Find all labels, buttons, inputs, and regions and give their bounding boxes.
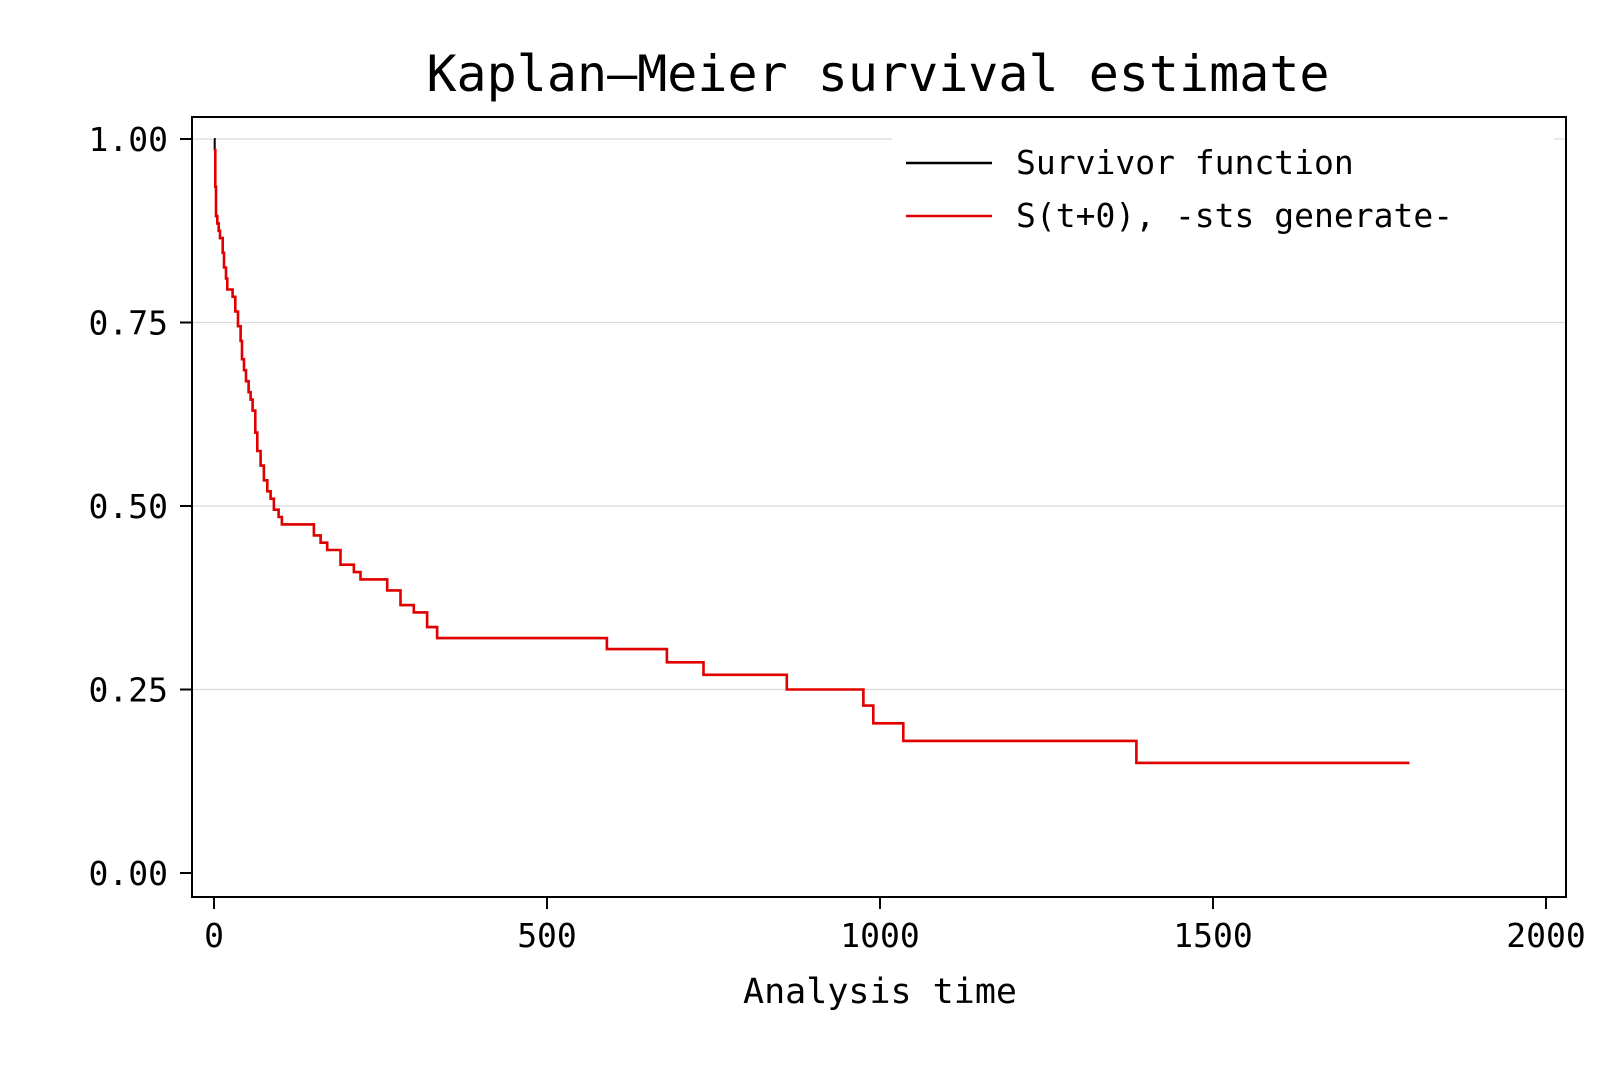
axes: 0.00 0.25 0.50 0.75 1.00 0 500 1000 1500 2000 (89, 120, 1586, 955)
y-tick-label: 0.75 (89, 304, 168, 343)
chart-title: Kaplan–Meier survival estimate (426, 45, 1329, 103)
x-tick-label: 1000 (840, 916, 919, 955)
x-tick-label: 1500 (1173, 916, 1252, 955)
y-tick-label: 0.25 (89, 671, 168, 710)
x-tick-label: 500 (517, 916, 577, 955)
legend-label-1: S(t+0), -sts generate- (1016, 196, 1453, 235)
legend-box (892, 132, 1554, 247)
legend-label-0: Survivor function (1016, 143, 1354, 182)
series-layer (213, 138, 1410, 765)
x-tick-label: 0 (204, 916, 224, 955)
gridlines (192, 138, 1566, 691)
x-tick-label: 2000 (1506, 916, 1585, 955)
y-tick-label: 0.50 (89, 487, 168, 526)
y-tick-label: 0.00 (89, 854, 168, 893)
x-axis-title: Analysis time (743, 972, 1017, 1012)
legend: Survivor function S(t+0), -sts generate- (906, 143, 1453, 235)
series-line-1 (214, 148, 1410, 765)
y-tick-label: 1.00 (89, 120, 168, 159)
